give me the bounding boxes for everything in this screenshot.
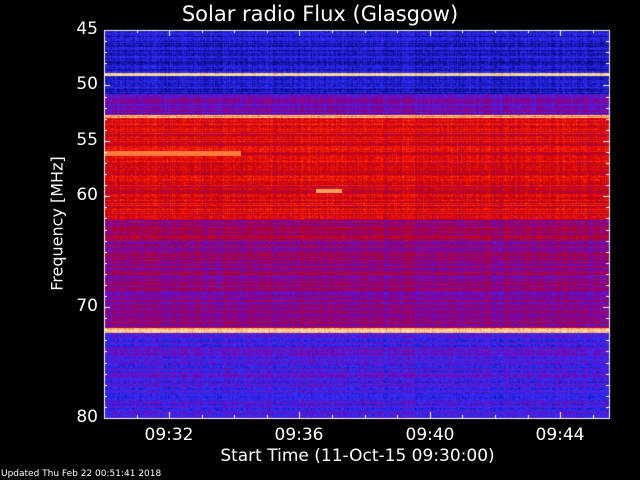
- y-tick-label: 50: [76, 74, 98, 94]
- y-tick-label: 45: [76, 19, 98, 39]
- y-tick-label: 60: [76, 185, 98, 205]
- x-tick-label: 09:36: [274, 425, 324, 445]
- y-tick-label: 80: [76, 407, 98, 427]
- y-axis-label: Frequency [MHz]: [47, 156, 67, 291]
- y-tick-label: 55: [76, 130, 98, 150]
- x-axis-label: Start Time (11-Oct-15 09:30:00): [220, 446, 495, 466]
- updated-timestamp: Updated Thu Feb 22 00:51:41 2018: [1, 469, 162, 479]
- x-tick-label: 09:40: [405, 425, 455, 445]
- y-tick-label: 70: [76, 296, 98, 316]
- chart-title: Solar radio Flux (Glasgow): [181, 2, 459, 26]
- x-tick-label: 09:44: [535, 425, 585, 445]
- x-tick-label: 09:32: [144, 425, 194, 445]
